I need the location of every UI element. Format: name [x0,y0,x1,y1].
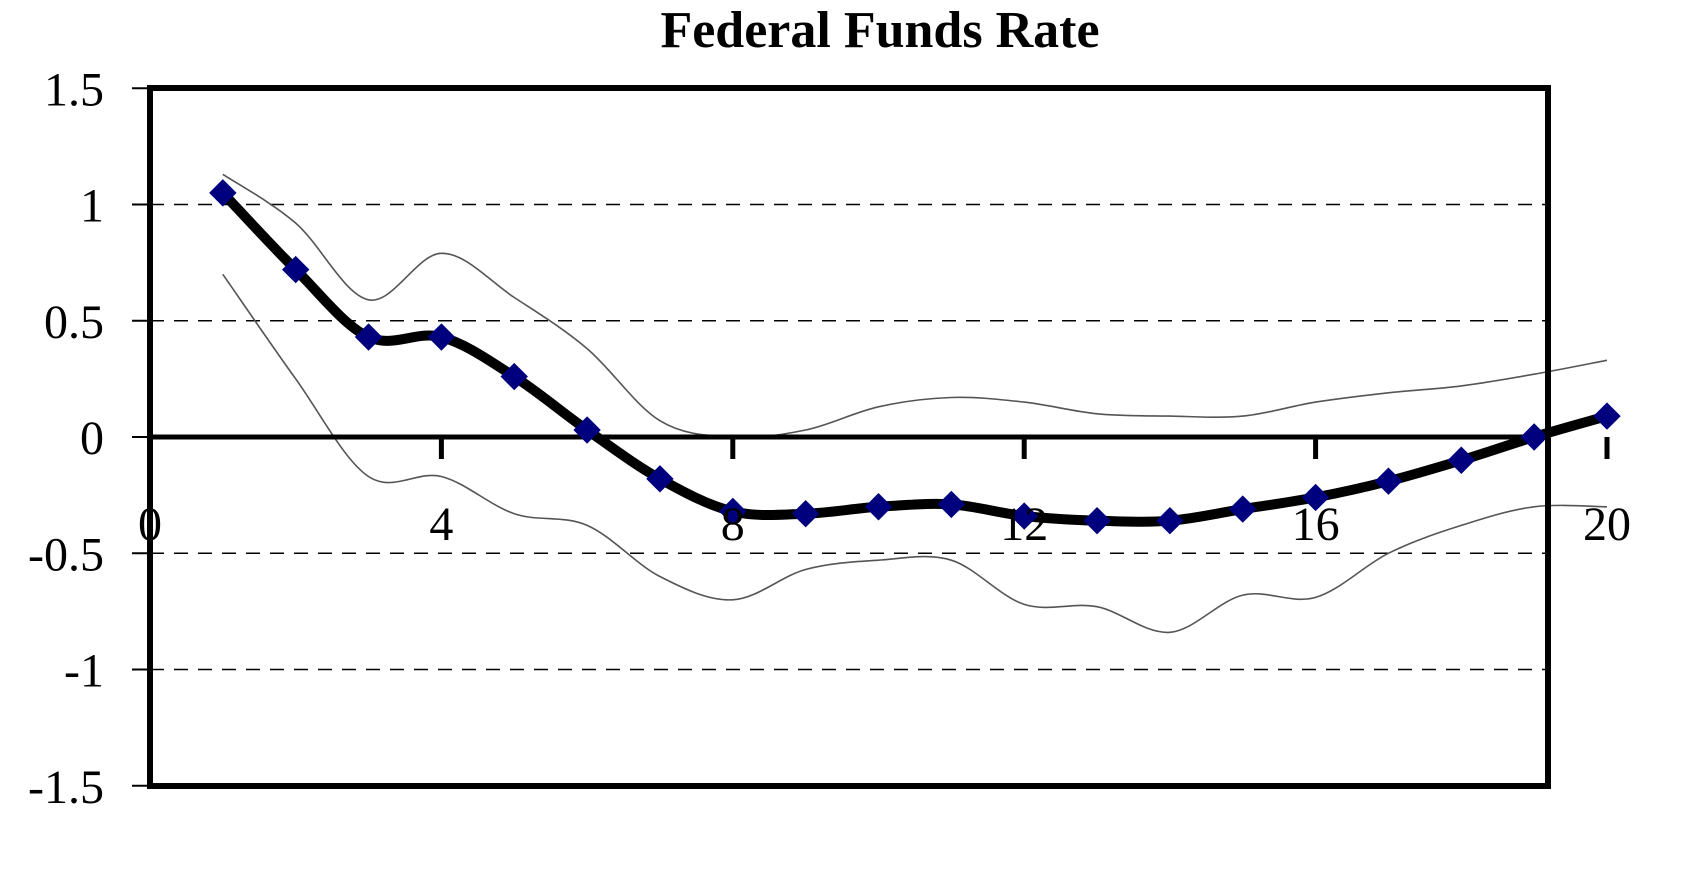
tick-labels: 1.510.50-0.5-1-1.50 4 8 12 16 20 [28,63,1631,814]
estimate-line [217,187,1612,527]
data-point-marker [864,493,893,521]
data-point-marker [1301,483,1330,512]
data-point-marker [500,362,528,391]
y-tick-label: -1 [64,645,104,698]
data-point-marker [427,323,456,351]
data-point-marker [1010,502,1038,530]
x-tick-label: 16 [1292,498,1340,551]
confidence-bands [222,173,1608,634]
data-point-marker [209,179,237,207]
data-point-marker [937,490,966,519]
x-tick-label: 12 [1000,498,1048,551]
data-point-marker [1520,423,1548,451]
data-point-marker [1156,506,1184,535]
estimate-series [217,187,1612,527]
gridlines [150,203,1548,671]
upper-band-line [222,173,1608,439]
data-point-marker [1447,446,1476,474]
axes [132,87,1610,787]
y-tick-label: 0.5 [44,296,104,349]
estimate-markers [209,179,1621,535]
data-point-marker [791,500,820,528]
x-tick-label: 20 [1583,498,1631,551]
data-point-marker [573,416,601,444]
plot-frame [147,85,1551,789]
y-tick-label: 1 [80,180,104,233]
data-point-marker [1593,402,1621,430]
data-point-marker [1083,506,1111,535]
data-point-marker [1229,495,1257,523]
lower-band-line [222,273,1608,634]
data-point-marker [646,465,674,493]
y-tick-label: -0.5 [28,528,104,581]
x-tick-label: 8 [721,498,745,551]
y-tick-label: 1.5 [44,63,104,116]
y-tick-label: -1.5 [28,761,104,814]
x-tick-label: 4 [429,498,453,551]
data-point-marker [281,255,310,284]
y-tick-label: 0 [80,412,104,465]
data-point-marker [719,497,747,526]
data-point-marker [354,323,383,351]
data-point-marker [1374,467,1403,495]
chart-title: Federal Funds Rate [660,2,1099,59]
